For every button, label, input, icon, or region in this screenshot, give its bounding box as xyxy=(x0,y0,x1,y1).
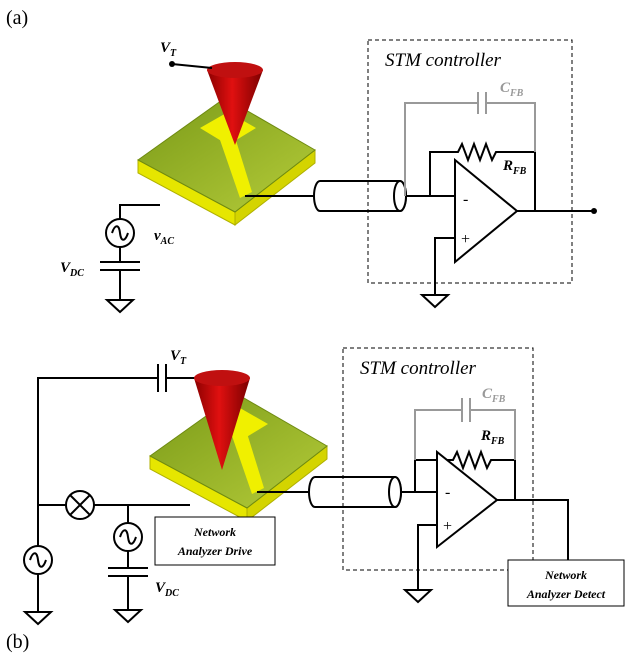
shape xyxy=(25,602,51,624)
controller-title: STM controller xyxy=(385,50,502,71)
resistor-label: RFB xyxy=(480,428,505,447)
shape xyxy=(422,285,448,307)
panel-label: (a) xyxy=(6,7,28,29)
shape xyxy=(114,523,142,551)
diagram: (a) VT STM controller CFB RFB - + vAC VD… xyxy=(0,0,626,660)
label-part: R xyxy=(502,158,513,174)
resistor-label: RFB xyxy=(502,158,527,177)
controller-title: STM controller xyxy=(360,358,477,379)
drive-box-line: Network xyxy=(193,525,236,539)
drive-box-line: Analyzer Drive xyxy=(177,544,253,558)
label-part: T xyxy=(170,48,177,59)
dc-voltage-label: VDC xyxy=(60,260,84,279)
label-part: R xyxy=(480,428,491,444)
detect-box-line: Network xyxy=(544,568,587,582)
shape xyxy=(207,62,263,78)
shape xyxy=(106,219,134,247)
ac-voltage-label: vAC xyxy=(154,228,174,247)
shape xyxy=(389,477,401,507)
shape xyxy=(24,546,52,574)
shape xyxy=(591,208,597,214)
shape xyxy=(172,64,212,68)
shape xyxy=(194,370,250,386)
shape xyxy=(314,181,406,211)
wires xyxy=(100,92,597,312)
label-part: FB xyxy=(490,436,505,447)
shape xyxy=(115,600,141,622)
inverting-sign: - xyxy=(445,484,450,501)
label-part: DC xyxy=(69,268,84,279)
shape xyxy=(309,477,401,507)
label-part: FB xyxy=(512,166,527,177)
shape xyxy=(435,238,455,290)
detect-box-line: Analyzer Detect xyxy=(526,587,606,601)
label-part: FB xyxy=(491,394,506,405)
label-part: DC xyxy=(164,588,179,599)
shape xyxy=(120,205,160,219)
shape xyxy=(108,551,148,600)
capacitor-label: CFB xyxy=(500,80,524,99)
shape xyxy=(405,580,431,602)
label-part: FB xyxy=(509,88,524,99)
panel-b: VT STM controller CFB RFB - + VDC Networ… xyxy=(6,348,624,653)
dc-voltage-label: VDC xyxy=(155,580,179,599)
wires xyxy=(24,364,206,624)
shape xyxy=(415,410,515,460)
label-part: AC xyxy=(160,236,175,247)
panel-label: (b) xyxy=(6,631,29,653)
noninverting-sign: + xyxy=(461,231,470,248)
shape xyxy=(100,247,140,290)
shape xyxy=(418,525,437,582)
noninverting-sign: + xyxy=(443,518,452,535)
shape xyxy=(169,61,175,67)
tip-voltage-label: VT xyxy=(160,40,177,59)
label-part: T xyxy=(180,356,187,367)
tip-voltage-label: VT xyxy=(170,348,187,367)
shape xyxy=(107,290,133,312)
inverting-sign: - xyxy=(463,191,468,208)
panel-a: (a) VT STM controller CFB RFB - + vAC VD… xyxy=(6,7,597,312)
capacitor-label: CFB xyxy=(482,386,506,405)
